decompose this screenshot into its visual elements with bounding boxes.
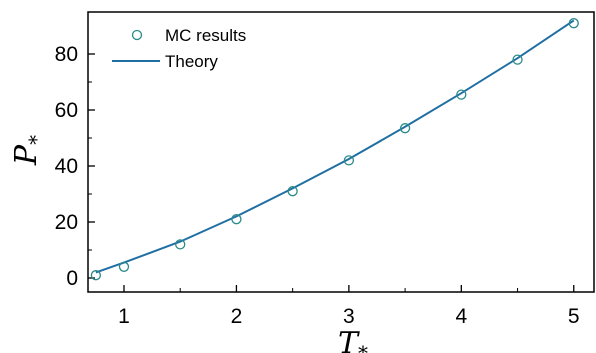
y-tick-label: 20 bbox=[55, 211, 78, 234]
mc-point bbox=[456, 89, 467, 100]
mc-point bbox=[90, 270, 102, 281]
plot-border bbox=[87, 11, 595, 293]
mc-point bbox=[343, 155, 355, 166]
x-tick-label: 3 bbox=[343, 305, 355, 328]
axis-ticks bbox=[88, 53, 575, 292]
x-tick-label: 5 bbox=[568, 305, 580, 328]
x-axis-label: T* bbox=[338, 326, 368, 353]
x-tick-label: 4 bbox=[455, 305, 467, 328]
series-layer bbox=[90, 18, 579, 281]
mc-point bbox=[512, 54, 523, 65]
tick-labels: 1 2 3 4 5 0 20 40 60 80 bbox=[55, 43, 580, 328]
theory-line bbox=[95, 19, 575, 274]
mc-point bbox=[175, 239, 186, 250]
mc-point bbox=[568, 18, 579, 29]
x-tick-label: 1 bbox=[118, 305, 130, 328]
y-axis-label: P* bbox=[9, 135, 48, 166]
mc-point bbox=[118, 261, 130, 272]
x-tick-label: 2 bbox=[231, 305, 243, 328]
y-tick-label: 60 bbox=[55, 99, 78, 122]
y-tick-label: 40 bbox=[55, 155, 78, 178]
legend-label-theory: Theory bbox=[165, 52, 218, 71]
legend: MC results Theory bbox=[112, 26, 246, 71]
y-tick-label: 80 bbox=[55, 43, 78, 66]
plot-frame bbox=[87, 11, 595, 293]
legend-marker-mc bbox=[131, 29, 143, 41]
y-tick-label: 0 bbox=[66, 267, 78, 290]
mc-point bbox=[287, 186, 298, 197]
legend-label-mc: MC results bbox=[165, 26, 246, 45]
mc-point bbox=[231, 214, 242, 225]
mc-point bbox=[399, 123, 411, 134]
